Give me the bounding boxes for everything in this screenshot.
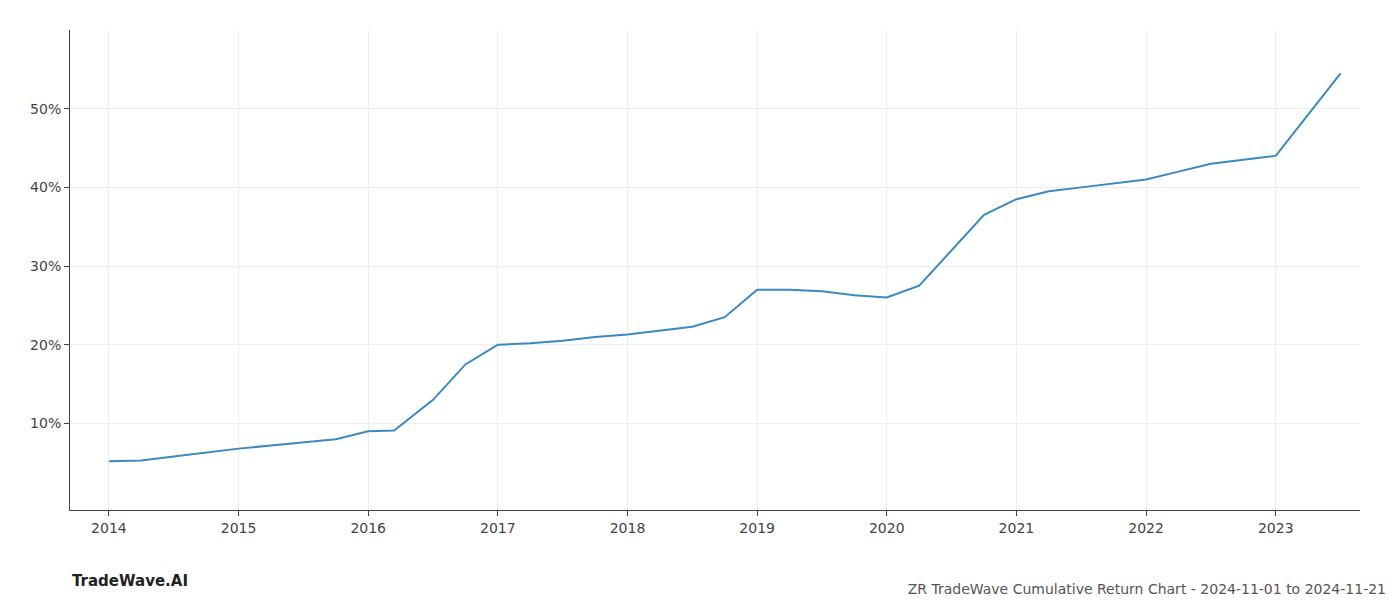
svg-text:40%: 40%	[30, 179, 61, 195]
svg-text:2021: 2021	[999, 520, 1035, 536]
svg-text:2018: 2018	[610, 520, 646, 536]
svg-text:2017: 2017	[480, 520, 516, 536]
svg-text:2015: 2015	[221, 520, 257, 536]
svg-text:50%: 50%	[30, 101, 61, 117]
svg-text:TradeWave.AI: TradeWave.AI	[72, 572, 188, 590]
svg-text:2023: 2023	[1258, 520, 1294, 536]
svg-text:2019: 2019	[739, 520, 775, 536]
svg-text:ZR TradeWave Cumulative Return: ZR TradeWave Cumulative Return Chart - 2…	[908, 581, 1386, 597]
svg-text:10%: 10%	[30, 415, 61, 431]
svg-text:2014: 2014	[91, 520, 127, 536]
svg-text:20%: 20%	[30, 337, 61, 353]
svg-text:30%: 30%	[30, 258, 61, 274]
svg-text:2016: 2016	[350, 520, 386, 536]
svg-text:2022: 2022	[1128, 520, 1164, 536]
svg-text:2020: 2020	[869, 520, 905, 536]
